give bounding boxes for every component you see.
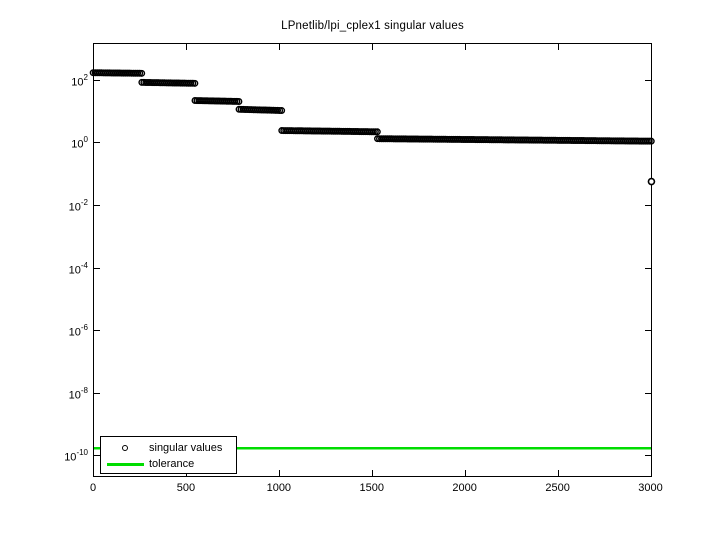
legend: singular values tolerance: [100, 436, 237, 474]
data-marker: [373, 128, 381, 136]
x-tick-label: 0: [89, 482, 97, 494]
chart-title: LPnetlib/lpi_cplex1 singular values: [281, 20, 464, 32]
legend-label-tolerance: tolerance: [149, 458, 195, 470]
outlier-marker: [647, 177, 656, 186]
x-tick-label: 2500: [545, 482, 570, 494]
data-marker: [191, 79, 199, 87]
y-tick-label: 10-8: [68, 385, 88, 402]
data-marker: [138, 69, 146, 77]
legend-label-singular-values: singular values: [149, 442, 223, 454]
y-tick-label: 10-6: [68, 323, 88, 339]
data-marker: [235, 97, 243, 105]
legend-item-singular-values: singular values: [101, 440, 236, 456]
y-tick-label: 10-2: [68, 197, 88, 214]
legend-item-tolerance: tolerance: [101, 456, 236, 472]
x-tick-label: 1000: [266, 482, 292, 494]
y-tick-label: 100: [71, 135, 88, 152]
plot-border: [93, 43, 652, 477]
legend-marker-cell: [101, 445, 149, 451]
y-tick-label: 102: [71, 72, 88, 89]
y-tick-label: 10-10: [64, 448, 88, 464]
line-marker-icon: [106, 462, 144, 466]
x-tick-label: 2000: [452, 482, 477, 494]
data-marker: [647, 137, 655, 145]
x-tick-label: 3000: [638, 482, 663, 494]
legend-marker-cell: [101, 462, 149, 466]
x-tick-label: 1500: [359, 482, 384, 494]
circle-marker-icon: [122, 445, 128, 451]
x-tick-label: 500: [176, 482, 196, 494]
data-marker: [278, 107, 286, 115]
y-tick-label: 10-4: [68, 260, 88, 277]
